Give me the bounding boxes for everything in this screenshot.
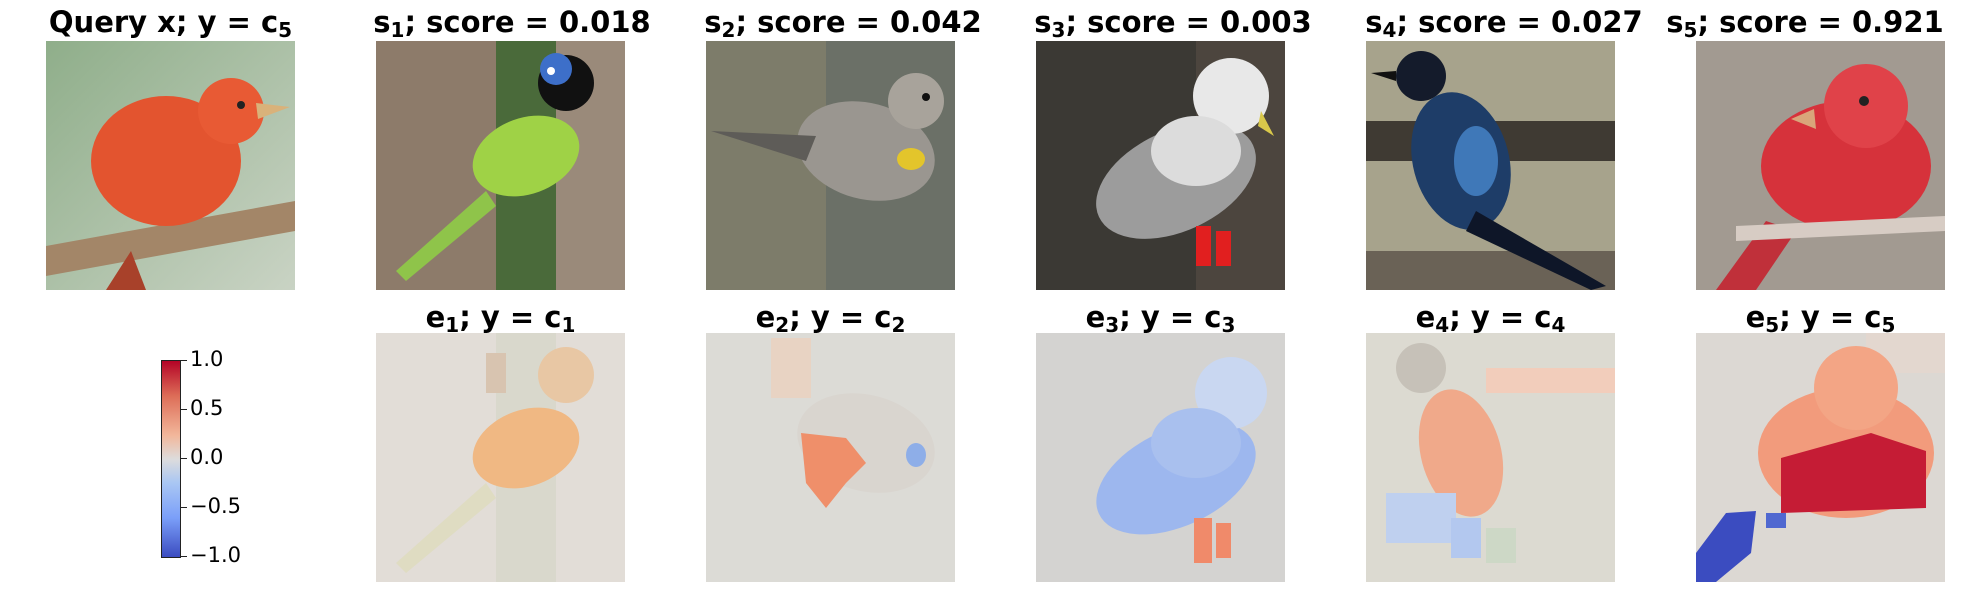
support-title-1: s1; score = 0.018: [352, 8, 672, 40]
colorbar-label-5: −1.0: [190, 545, 241, 566]
support-title-2: s2; score = 0.042: [683, 8, 1003, 40]
query-title-sub: 5: [278, 18, 292, 42]
explanation-map-4: [1366, 333, 1615, 582]
query-title-prefix: Query x; y = c: [49, 5, 278, 39]
support-image-2: [706, 41, 955, 290]
support-title-3: s3; score = 0.003: [1013, 8, 1333, 40]
explanation-title-4: e4; y = c4: [1366, 303, 1615, 335]
colorbar: [161, 360, 181, 558]
explanation-title-1: e1; y = c1: [376, 303, 625, 335]
colorbar-label-1: 1.0: [190, 349, 223, 370]
colorbar-label-2: 0.5: [190, 398, 223, 419]
support-image-4: [1366, 41, 1615, 290]
explanation-title-3: e3; y = c3: [1036, 303, 1285, 335]
explanation-map-3: [1036, 333, 1285, 582]
explanation-map-5: [1696, 333, 1945, 582]
colorbar-label-3: 0.0: [190, 447, 223, 468]
colorbar-tick-1: [181, 360, 187, 361]
colorbar-label-4: −0.5: [190, 496, 241, 517]
support-image-1: [376, 41, 625, 290]
explanation-map-1: [376, 333, 625, 582]
explanation-map-2: [706, 333, 955, 582]
query-image: [46, 41, 295, 290]
support-title-5: s5; score = 0.921: [1650, 8, 1960, 40]
support-image-5: [1696, 41, 1945, 290]
support-image-3: [1036, 41, 1285, 290]
support-title-4: s4; score = 0.027: [1344, 8, 1664, 40]
colorbar-tick-3: [181, 458, 187, 459]
explanation-title-5: e5; y = c5: [1696, 303, 1945, 335]
explanation-title-2: e2; y = c2: [706, 303, 955, 335]
colorbar-tick-5: [181, 556, 187, 557]
colorbar-tick-2: [181, 409, 187, 410]
query-title: Query x; y = c5: [46, 8, 295, 40]
colorbar-tick-4: [181, 507, 187, 508]
